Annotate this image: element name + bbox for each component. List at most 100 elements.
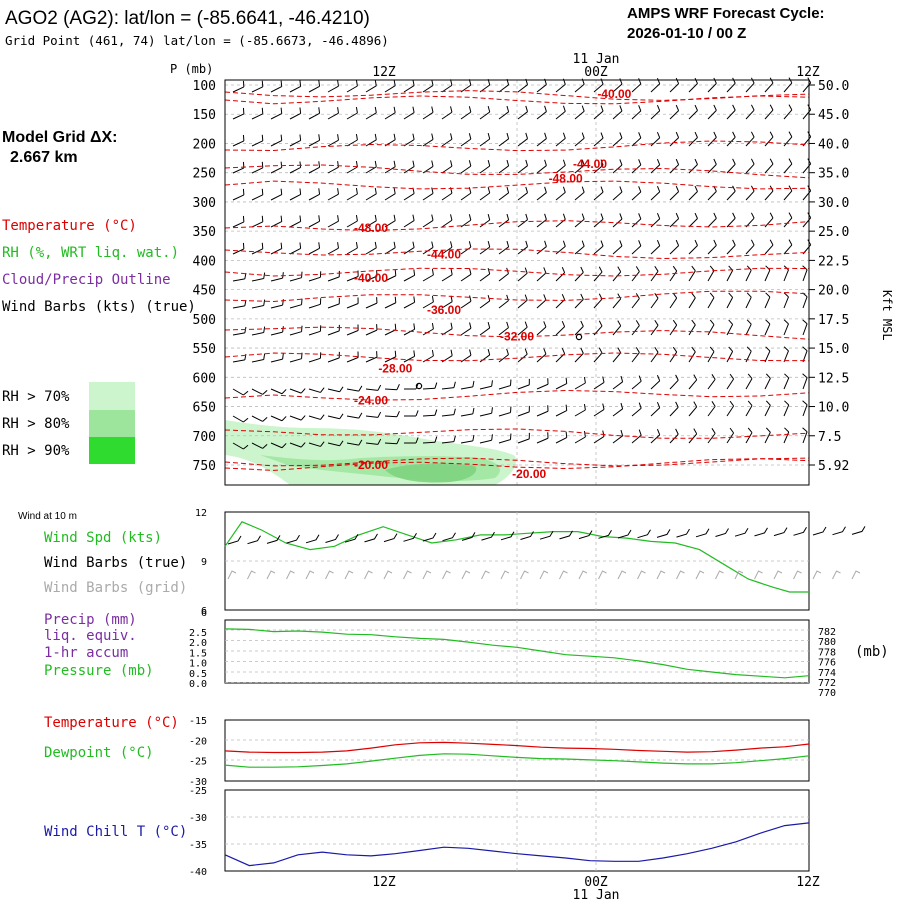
wind-barb	[574, 299, 584, 309]
wind-barb-flag	[469, 268, 472, 275]
wind-barb	[517, 84, 528, 93]
wind-barb	[536, 84, 547, 93]
wind-barb-flag	[355, 241, 358, 249]
wind-barb	[536, 437, 549, 444]
wind-barb-flag	[394, 323, 397, 330]
wind-barb-flag	[377, 438, 382, 445]
wind-barb	[745, 378, 753, 390]
wind-barb-flag	[263, 299, 266, 306]
wind-barb	[688, 297, 696, 309]
wind-barb	[726, 432, 735, 444]
wind-barb-flag	[431, 133, 434, 140]
wind-barb	[536, 272, 547, 282]
wind-barb-flag	[619, 186, 623, 193]
bottom-tick-00z: 00Z	[584, 875, 608, 890]
wind-barb	[669, 406, 679, 417]
pressure-tick-label: 500	[193, 313, 216, 328]
wind-barb-flag	[374, 187, 377, 194]
wind-barb-flag	[620, 429, 624, 436]
wind-barb-flag	[434, 436, 438, 443]
wind-barb	[802, 377, 808, 390]
surface-wind-barb	[754, 527, 768, 537]
wind-barb	[612, 352, 622, 363]
grid-wind-barb	[383, 570, 393, 580]
wind-barb-flag	[672, 265, 678, 272]
wind-barb-flag	[450, 241, 453, 248]
wind-barb	[232, 388, 244, 396]
wind-barb-flag	[506, 132, 510, 139]
wind-barb	[726, 351, 734, 363]
panel-tick-label: 6	[201, 606, 207, 617]
panel-tick-label: -35	[189, 840, 207, 851]
temperature-contour	[224, 95, 810, 105]
wind-barb-flag	[765, 346, 771, 352]
wind-barb-flag	[635, 347, 640, 353]
model-grid-label: Model Grid ΔX:	[2, 129, 118, 146]
wind-barb-flag	[299, 215, 302, 222]
wind-barb-flag	[784, 373, 790, 379]
wind-barb-flag	[562, 240, 566, 247]
wind-barb-flag	[261, 161, 264, 168]
wind-barb-flag	[280, 242, 283, 249]
wind-barb	[460, 192, 472, 201]
wind-barb-flag	[565, 377, 568, 384]
surface-wind-barb	[520, 531, 534, 540]
grid-wind-barb	[422, 570, 432, 580]
wind-barb-flag	[746, 265, 752, 271]
wind-barb	[764, 350, 771, 363]
wind-barb	[517, 411, 530, 417]
wind-barb	[365, 356, 378, 363]
wind-barb-flag	[728, 346, 734, 352]
wind-barb	[460, 165, 472, 174]
wind-barb	[688, 164, 698, 174]
kft-tick-label: 50.0	[818, 79, 849, 94]
wind-barb-flag	[468, 241, 472, 248]
wind-barb-flag	[583, 403, 586, 411]
wind-barb	[346, 276, 359, 282]
surface-wind-barb	[461, 532, 476, 541]
wind-barb	[555, 138, 566, 147]
wind-barb-flag	[544, 186, 547, 193]
kft-axis-title: Kft MSL	[880, 290, 894, 341]
surface-wind-barb	[383, 533, 398, 543]
grid-wind-barb	[442, 570, 451, 580]
wind-barb	[707, 137, 717, 147]
temperature-contour	[224, 457, 810, 467]
wind-barb	[574, 137, 585, 147]
wind-barb	[346, 247, 358, 255]
kft-tick-label: 45.0	[818, 108, 849, 123]
wind-barb-flag	[320, 441, 325, 447]
panel-tick-label: -20	[189, 736, 207, 747]
wind-barb-flag	[339, 386, 344, 393]
wind-barb	[270, 167, 282, 174]
wind-barb	[232, 194, 245, 201]
wind-barb	[650, 245, 661, 255]
wind-barb	[650, 218, 661, 228]
wind-barb-flag	[413, 296, 416, 303]
legend-rh90-swatch	[89, 437, 135, 464]
grid-wind-barb	[734, 570, 744, 580]
wind-barb	[631, 325, 640, 336]
wind-barb	[517, 246, 528, 255]
wind-barb-flag	[711, 401, 716, 407]
wind-barb	[783, 109, 793, 120]
wind-barb-flag	[282, 353, 284, 360]
wind-barb-flag	[377, 411, 382, 418]
wind-barb-flag	[765, 319, 771, 325]
wind-barb	[403, 166, 415, 174]
wind-barb	[498, 439, 511, 444]
pressure-tick-label: 770	[818, 688, 836, 699]
grid-wind-barb	[637, 570, 646, 580]
legend-accum: 1-hr accum	[44, 645, 128, 661]
panel-tick-label: 2.0	[189, 638, 207, 649]
wind-barb	[536, 353, 547, 363]
wind-barb-flag	[544, 213, 547, 220]
wind-barb-flag	[337, 188, 339, 195]
wind-barb	[365, 112, 377, 120]
wind-barb-flag	[784, 400, 790, 406]
wind-barb-flag	[434, 382, 438, 389]
wind-barb-flag	[491, 434, 493, 441]
wind-barb	[498, 219, 509, 228]
wind-barb	[612, 408, 623, 417]
surface-wind-barb	[598, 530, 612, 539]
